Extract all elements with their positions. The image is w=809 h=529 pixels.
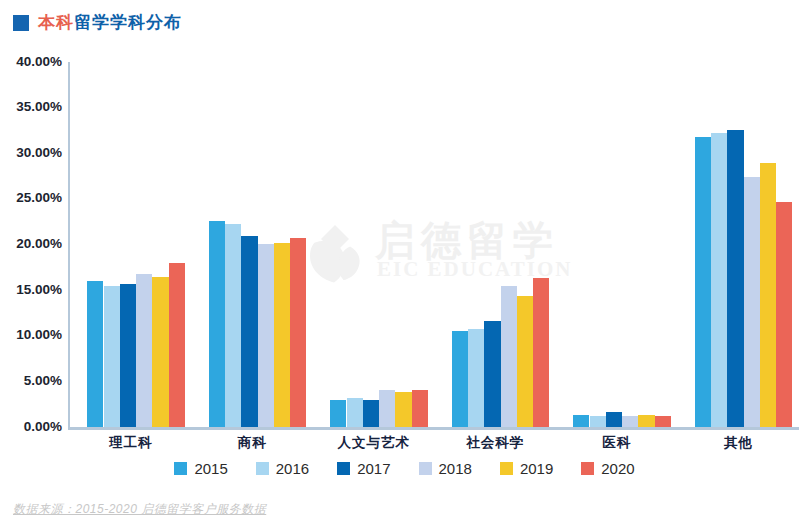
legend-item-2017: 2017 bbox=[337, 460, 390, 477]
bar-2015-理工科 bbox=[87, 281, 103, 427]
y-tick-label: 5.00% bbox=[0, 373, 62, 388]
legend-item-2015: 2015 bbox=[174, 460, 227, 477]
legend-swatch-2019 bbox=[500, 462, 513, 475]
y-tick-label: 35.00% bbox=[0, 99, 62, 114]
bar-2017-理工科 bbox=[120, 284, 136, 427]
bar-2015-其他 bbox=[695, 137, 711, 427]
legend-label: 2015 bbox=[194, 460, 227, 477]
legend-label: 2019 bbox=[520, 460, 553, 477]
bar-2020-其他 bbox=[776, 202, 792, 427]
y-tick-label: 30.00% bbox=[0, 145, 62, 160]
legend-label: 2020 bbox=[601, 460, 634, 477]
legend-swatch-2020 bbox=[581, 462, 594, 475]
bar-2018-医科 bbox=[622, 416, 638, 427]
y-tick-label: 10.00% bbox=[0, 327, 62, 342]
bar-2017-人文与艺术 bbox=[363, 400, 379, 427]
legend-item-2020: 2020 bbox=[581, 460, 634, 477]
bar-2020-人文与艺术 bbox=[412, 390, 428, 427]
legend-item-2016: 2016 bbox=[256, 460, 309, 477]
legend-swatch-2017 bbox=[337, 462, 350, 475]
bar-2019-理工科 bbox=[152, 277, 168, 427]
bar-2018-社会科学 bbox=[501, 286, 517, 427]
bar-2015-商科 bbox=[209, 221, 225, 427]
legend-label: 2017 bbox=[357, 460, 390, 477]
chart-canvas: 本科留学学科分布 启德留学 EIC EDUCATION 40.00%35.00%… bbox=[0, 0, 809, 529]
bar-2019-医科 bbox=[638, 415, 654, 427]
legend-item-2019: 2019 bbox=[500, 460, 553, 477]
bar-2017-社会科学 bbox=[484, 321, 500, 427]
bar-2017-其他 bbox=[727, 130, 743, 427]
bar-2020-医科 bbox=[655, 416, 671, 427]
category-label-医科: 医科 bbox=[556, 434, 678, 452]
bar-2018-商科 bbox=[258, 244, 274, 427]
legend-swatch-2018 bbox=[419, 462, 432, 475]
y-tick-label: 40.00% bbox=[0, 54, 62, 69]
bar-2015-医科 bbox=[573, 415, 589, 427]
bar-2020-社会科学 bbox=[533, 278, 549, 427]
bar-2015-社会科学 bbox=[452, 331, 468, 427]
legend-swatch-2015 bbox=[174, 462, 187, 475]
y-tick-label: 0.00% bbox=[0, 419, 62, 434]
category-label-商科: 商科 bbox=[192, 434, 314, 452]
bar-2019-人文与艺术 bbox=[395, 392, 411, 427]
bar-2016-其他 bbox=[711, 133, 727, 427]
bar-2016-人文与艺术 bbox=[347, 398, 363, 427]
y-tick-label: 25.00% bbox=[0, 190, 62, 205]
bar-2018-人文与艺术 bbox=[379, 390, 395, 427]
bar-2018-其他 bbox=[744, 177, 760, 427]
bar-2016-医科 bbox=[590, 416, 606, 427]
bar-2017-商科 bbox=[241, 236, 257, 427]
bar-2020-商科 bbox=[290, 238, 306, 427]
bar-2016-理工科 bbox=[104, 286, 120, 427]
bar-2015-人文与艺术 bbox=[330, 400, 346, 427]
bar-2019-其他 bbox=[760, 163, 776, 427]
category-label-理工科: 理工科 bbox=[70, 434, 192, 452]
y-tick-label: 20.00% bbox=[0, 236, 62, 251]
legend: 2015 2016 2017 2018 2019 2020 bbox=[0, 460, 809, 477]
category-label-人文与艺术: 人文与艺术 bbox=[313, 434, 435, 452]
x-axis: 理工科商科人文与艺术社会科学医科其他 bbox=[70, 434, 799, 454]
plot-area bbox=[68, 62, 799, 430]
bar-2020-理工科 bbox=[169, 263, 185, 427]
bar-2019-商科 bbox=[274, 243, 290, 427]
bar-2018-理工科 bbox=[136, 274, 152, 427]
title-rest: 留学学科分布 bbox=[74, 11, 182, 34]
bar-2016-社会科学 bbox=[468, 329, 484, 427]
bar-2019-社会科学 bbox=[517, 296, 533, 427]
bar-2016-商科 bbox=[225, 224, 241, 427]
legend-label: 2016 bbox=[276, 460, 309, 477]
y-axis: 40.00% 35.00% 30.00% 25.00% 20.00% 15.00% 10.0… bbox=[0, 0, 62, 529]
category-label-其他: 其他 bbox=[678, 434, 800, 452]
category-label-社会科学: 社会科学 bbox=[435, 434, 557, 452]
legend-swatch-2016 bbox=[256, 462, 269, 475]
legend-label: 2018 bbox=[439, 460, 472, 477]
y-tick-label: 15.00% bbox=[0, 282, 62, 297]
data-source-note: 数据来源：2015-2020 启德留学客户服务数据 bbox=[13, 501, 266, 518]
legend-item-2018: 2018 bbox=[419, 460, 472, 477]
bar-2017-医科 bbox=[606, 412, 622, 427]
